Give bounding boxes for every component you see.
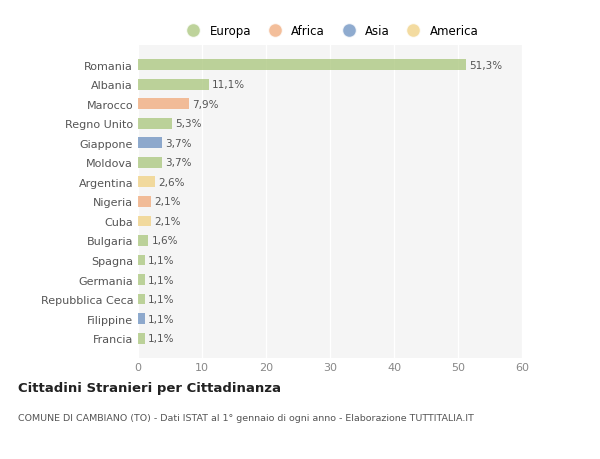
Text: 2,1%: 2,1% (155, 197, 181, 207)
Text: 1,1%: 1,1% (148, 314, 175, 324)
Bar (138, 196, 151, 207)
Bar (138, 118, 172, 129)
Text: 51,3%: 51,3% (470, 61, 503, 70)
Bar (138, 60, 466, 71)
Bar (138, 157, 161, 168)
Bar (138, 274, 145, 285)
Text: 5,3%: 5,3% (175, 119, 202, 129)
Text: 3,7%: 3,7% (165, 139, 191, 148)
Text: 1,6%: 1,6% (151, 236, 178, 246)
Text: 3,7%: 3,7% (165, 158, 191, 168)
Bar (138, 313, 145, 325)
Text: 2,1%: 2,1% (155, 217, 181, 226)
Bar (138, 235, 148, 246)
Bar (138, 294, 145, 305)
Bar (138, 255, 145, 266)
Text: 1,1%: 1,1% (148, 256, 175, 265)
Text: 7,9%: 7,9% (192, 100, 218, 109)
Bar (138, 216, 151, 227)
Bar (138, 177, 155, 188)
Bar (138, 138, 161, 149)
Legend: Europa, Africa, Asia, America: Europa, Africa, Asia, America (176, 21, 484, 43)
Text: 11,1%: 11,1% (212, 80, 245, 90)
Text: COMUNE DI CAMBIANO (TO) - Dati ISTAT al 1° gennaio di ogni anno - Elaborazione T: COMUNE DI CAMBIANO (TO) - Dati ISTAT al … (18, 413, 474, 422)
Bar (138, 79, 209, 90)
Text: Cittadini Stranieri per Cittadinanza: Cittadini Stranieri per Cittadinanza (18, 381, 281, 394)
Bar (138, 99, 188, 110)
Text: 2,6%: 2,6% (158, 178, 184, 187)
Text: 1,1%: 1,1% (148, 275, 175, 285)
Text: 1,1%: 1,1% (148, 295, 175, 304)
Bar (138, 333, 145, 344)
Text: 1,1%: 1,1% (148, 334, 175, 343)
